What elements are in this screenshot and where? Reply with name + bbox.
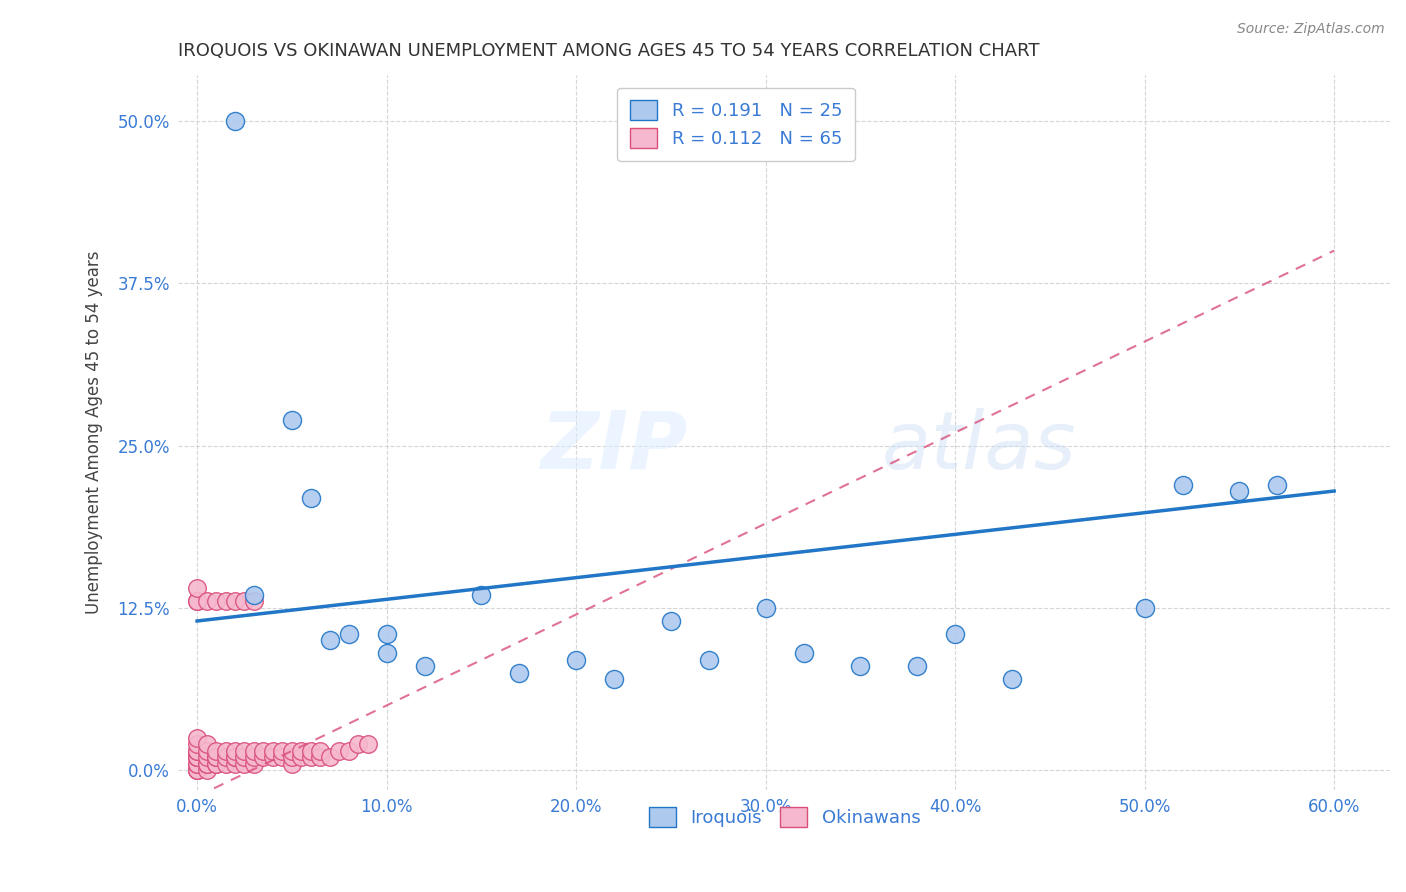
- Point: [905, 659, 928, 673]
- Point: [243, 588, 266, 602]
- Point: [186, 750, 208, 764]
- Point: [186, 764, 208, 778]
- Point: [186, 750, 208, 764]
- Point: [186, 750, 208, 764]
- Point: [792, 647, 814, 661]
- Point: [356, 738, 378, 752]
- Point: [309, 744, 332, 758]
- Point: [299, 491, 322, 505]
- Point: [186, 738, 208, 752]
- Point: [224, 594, 246, 608]
- Point: [224, 750, 246, 764]
- Point: [224, 744, 246, 758]
- Point: [214, 744, 236, 758]
- Point: [281, 412, 304, 426]
- Point: [186, 594, 208, 608]
- Point: [186, 744, 208, 758]
- Point: [262, 750, 284, 764]
- Point: [1265, 477, 1288, 491]
- Point: [1229, 483, 1251, 498]
- Point: [252, 750, 274, 764]
- Text: Source: ZipAtlas.com: Source: ZipAtlas.com: [1237, 22, 1385, 37]
- Point: [565, 653, 588, 667]
- Point: [233, 744, 256, 758]
- Point: [205, 756, 228, 771]
- Point: [233, 756, 256, 771]
- Point: [233, 750, 256, 764]
- Point: [603, 673, 626, 687]
- Point: [262, 744, 284, 758]
- Point: [186, 594, 208, 608]
- Point: [347, 738, 370, 752]
- Point: [290, 750, 312, 764]
- Point: [195, 756, 218, 771]
- Point: [243, 744, 266, 758]
- Point: [328, 744, 350, 758]
- Point: [319, 750, 342, 764]
- Point: [186, 582, 208, 596]
- Point: [186, 764, 208, 778]
- Point: [337, 744, 360, 758]
- Point: [205, 750, 228, 764]
- Point: [186, 744, 208, 758]
- Point: [271, 750, 294, 764]
- Point: [299, 750, 322, 764]
- Point: [375, 647, 398, 661]
- Point: [271, 744, 294, 758]
- Point: [1133, 601, 1156, 615]
- Point: [375, 627, 398, 641]
- Point: [195, 750, 218, 764]
- Point: [697, 653, 720, 667]
- Point: [186, 764, 208, 778]
- Point: [319, 633, 342, 648]
- Point: [659, 614, 682, 628]
- Point: [214, 750, 236, 764]
- Point: [508, 665, 530, 680]
- Point: [243, 756, 266, 771]
- Point: [243, 750, 266, 764]
- Point: [309, 750, 332, 764]
- Point: [299, 744, 322, 758]
- Point: [413, 659, 436, 673]
- Point: [470, 588, 492, 602]
- Point: [281, 750, 304, 764]
- Point: [224, 756, 246, 771]
- Point: [243, 594, 266, 608]
- Point: [1001, 673, 1024, 687]
- Point: [252, 744, 274, 758]
- Point: [943, 627, 966, 641]
- Point: [224, 750, 246, 764]
- Point: [205, 750, 228, 764]
- Point: [195, 764, 218, 778]
- Text: atlas: atlas: [882, 408, 1077, 486]
- Point: [195, 756, 218, 771]
- Point: [281, 756, 304, 771]
- Point: [186, 731, 208, 745]
- Point: [205, 744, 228, 758]
- Point: [281, 744, 304, 758]
- Point: [337, 627, 360, 641]
- Point: [290, 744, 312, 758]
- Y-axis label: Unemployment Among Ages 45 to 54 years: Unemployment Among Ages 45 to 54 years: [86, 251, 103, 615]
- Legend: Iroquois, Okinawans: Iroquois, Okinawans: [641, 800, 928, 835]
- Point: [224, 113, 246, 128]
- Text: ZIP: ZIP: [540, 408, 688, 486]
- Point: [849, 659, 872, 673]
- Point: [755, 601, 778, 615]
- Point: [195, 594, 218, 608]
- Point: [186, 756, 208, 771]
- Point: [214, 756, 236, 771]
- Point: [195, 744, 218, 758]
- Point: [214, 594, 236, 608]
- Point: [205, 594, 228, 608]
- Text: IROQUOIS VS OKINAWAN UNEMPLOYMENT AMONG AGES 45 TO 54 YEARS CORRELATION CHART: IROQUOIS VS OKINAWAN UNEMPLOYMENT AMONG …: [179, 42, 1039, 60]
- Point: [195, 738, 218, 752]
- Point: [186, 756, 208, 771]
- Point: [233, 594, 256, 608]
- Point: [205, 756, 228, 771]
- Point: [1171, 477, 1194, 491]
